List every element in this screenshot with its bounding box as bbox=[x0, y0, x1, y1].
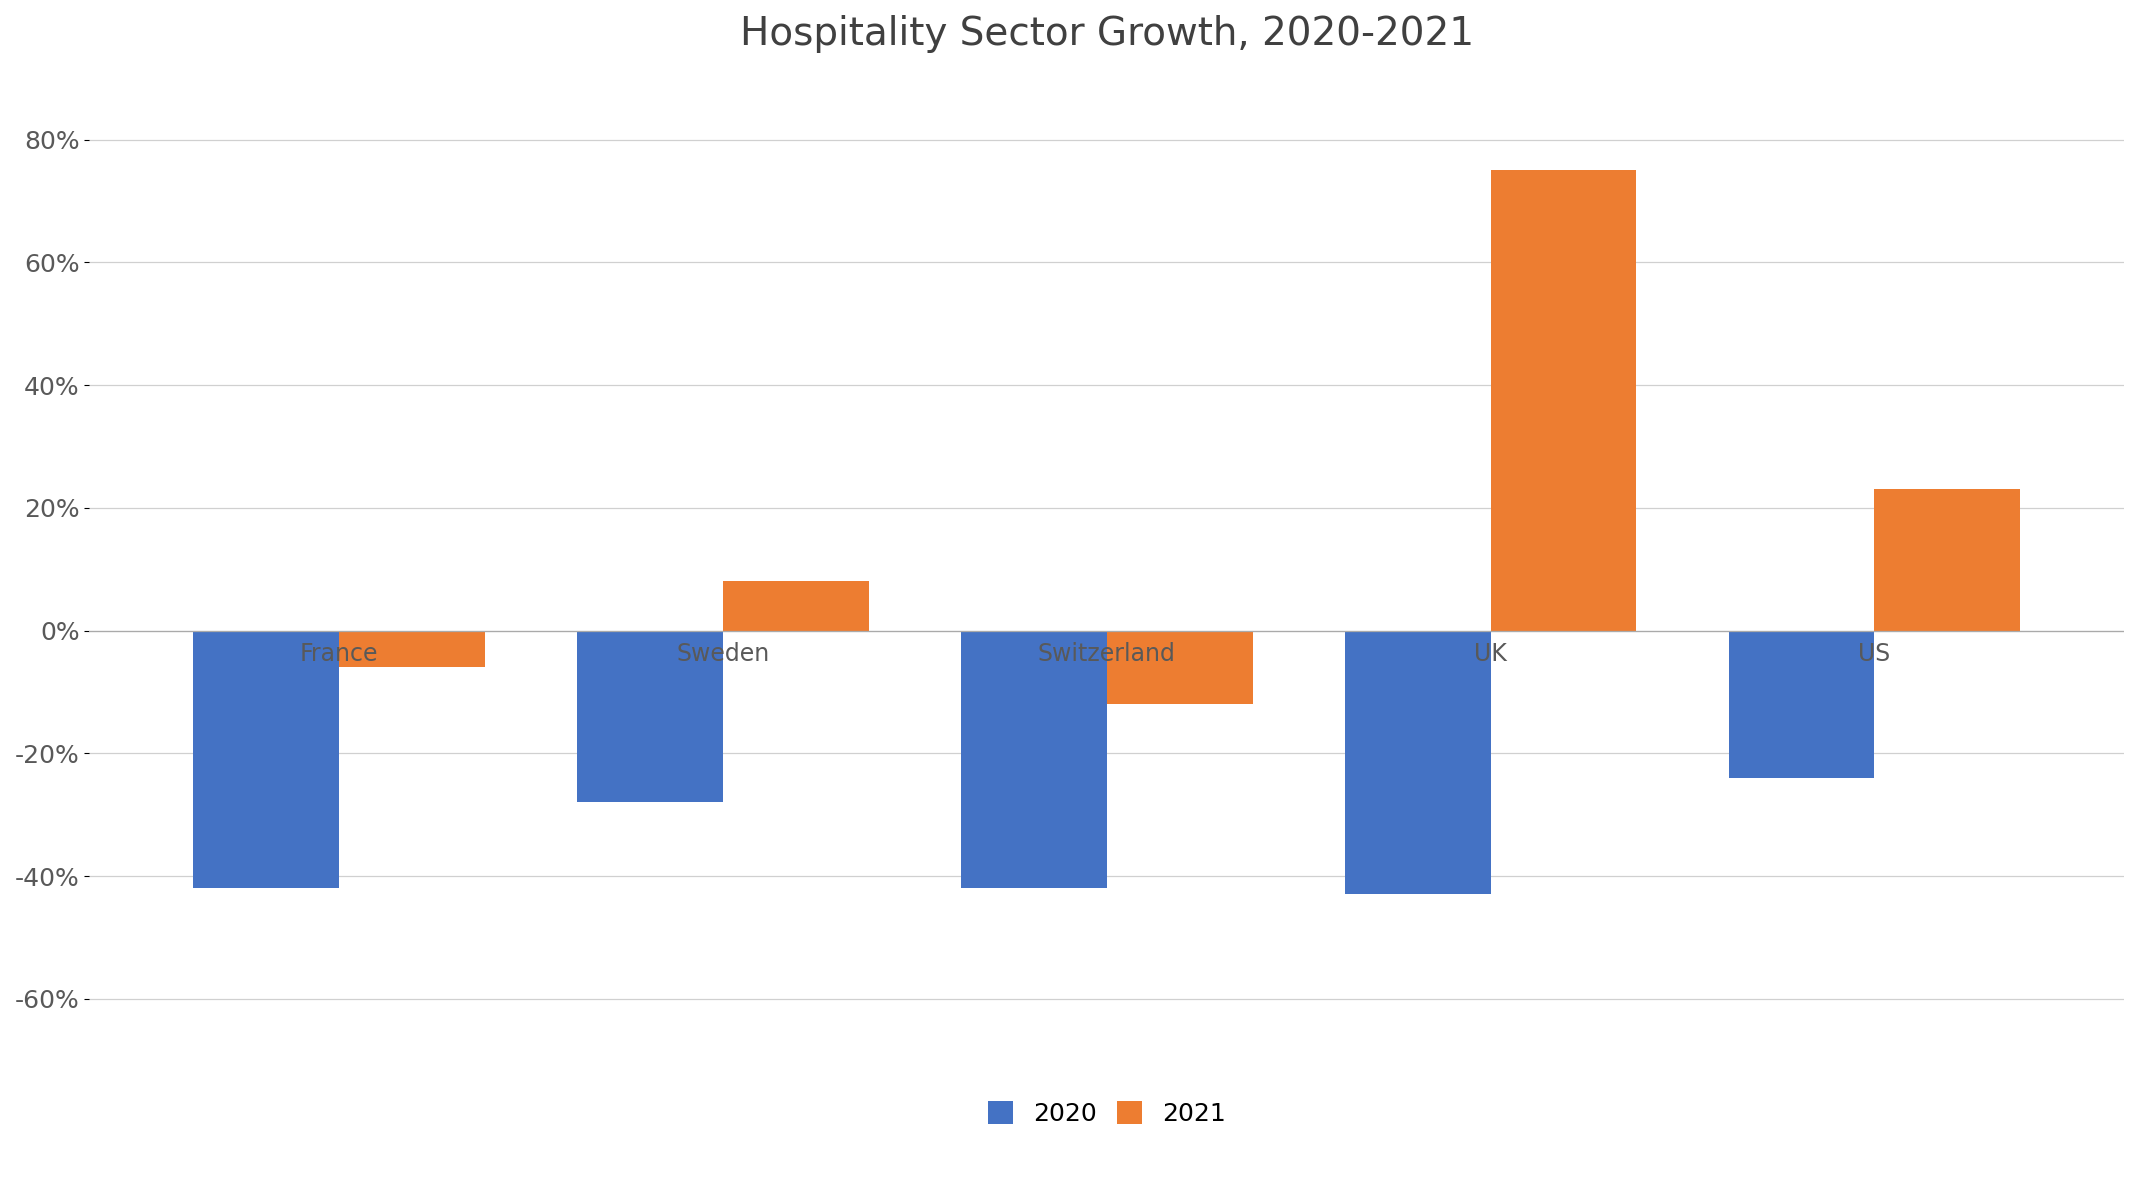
Text: Sweden: Sweden bbox=[676, 642, 770, 666]
Bar bbox=[193, 631, 338, 889]
Bar bbox=[960, 631, 1106, 889]
Text: US: US bbox=[1859, 642, 1891, 666]
Bar bbox=[578, 631, 723, 803]
Title: Hospitality Sector Growth, 2020-2021: Hospitality Sector Growth, 2020-2021 bbox=[740, 16, 1474, 52]
Legend: 2020, 2021: 2020, 2021 bbox=[978, 1092, 1236, 1136]
Text: UK: UK bbox=[1474, 642, 1508, 666]
Text: France: France bbox=[299, 642, 379, 666]
Bar bbox=[723, 581, 868, 631]
Bar bbox=[338, 631, 486, 667]
Bar bbox=[1491, 171, 1636, 631]
Bar bbox=[1345, 631, 1491, 895]
Bar bbox=[1106, 631, 1253, 704]
Text: Switzerland: Switzerland bbox=[1037, 642, 1176, 666]
Bar bbox=[1728, 631, 1874, 778]
Bar bbox=[1874, 489, 2021, 631]
